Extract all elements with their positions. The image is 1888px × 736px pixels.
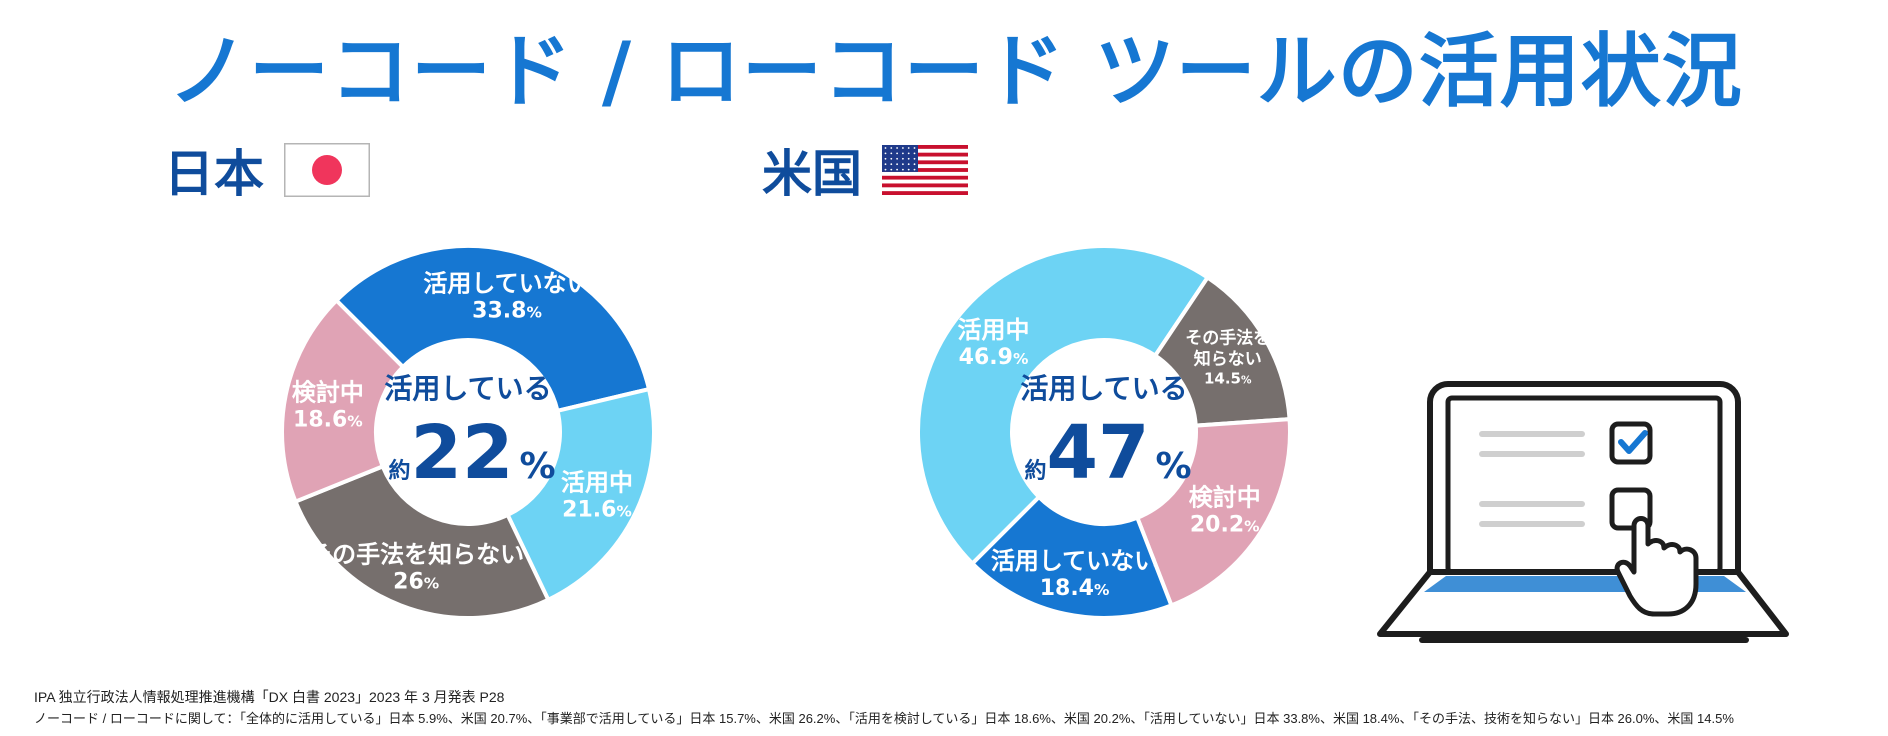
center-caption: 活用している — [384, 372, 551, 405]
center-value: 約47% — [1024, 410, 1191, 496]
segment-label: その手法を知らない — [308, 540, 524, 568]
center-value: 約22% — [388, 410, 555, 496]
donut-hole — [1014, 342, 1194, 522]
segment-label: 活用中 — [561, 469, 633, 497]
segment-label: 検討中 — [292, 378, 364, 406]
segment-label: 活用していない — [991, 547, 1158, 575]
japan-flag-icon — [284, 143, 370, 197]
segment-label: 活用中 — [958, 316, 1030, 344]
segment-label: その手法を知らない — [1185, 327, 1270, 369]
usa-heading: 米国 — [762, 134, 968, 206]
usa-label: 米国 — [762, 145, 862, 203]
center-caption: 活用している — [1020, 372, 1187, 405]
segment-value: 18.6% — [293, 407, 363, 432]
segment-value: 14.5% — [1204, 369, 1252, 387]
segment-value: 33.8% — [472, 298, 542, 323]
donut-segment — [916, 244, 1211, 567]
donut-segment — [969, 494, 1174, 620]
donut-hole — [378, 342, 558, 522]
donut-segment — [1134, 417, 1292, 608]
japan-heading: 日本 — [164, 134, 370, 206]
source-note: IPA 独立行政法人情報処理推進機構「DX 白書 2023」2023 年 3 月… — [34, 689, 505, 705]
usa-flag-icon — [882, 145, 968, 195]
japan-label: 日本 — [164, 145, 264, 203]
detail-note: ノーコード / ローコードに関して：「全体的に活用している」日本 5.9%、米国… — [34, 711, 1734, 726]
segment-label: 検討中 — [1189, 484, 1261, 512]
donut-segment — [292, 463, 551, 620]
laptop-checklist-icon — [1377, 381, 1789, 643]
donut-segment — [280, 297, 406, 505]
donut-segment — [333, 244, 652, 414]
segment-value: 21.6% — [562, 498, 632, 523]
segment-value: 18.4% — [1040, 576, 1110, 601]
segment-label: 活用していない — [423, 269, 590, 297]
segment-value: 20.2% — [1190, 513, 1260, 538]
segment-value: 46.9% — [959, 345, 1029, 370]
donut-segment — [505, 386, 656, 603]
segment-value: 26% — [393, 569, 439, 594]
page-title: ノーコード / ローコード ツールの活用状況 — [168, 25, 1743, 118]
